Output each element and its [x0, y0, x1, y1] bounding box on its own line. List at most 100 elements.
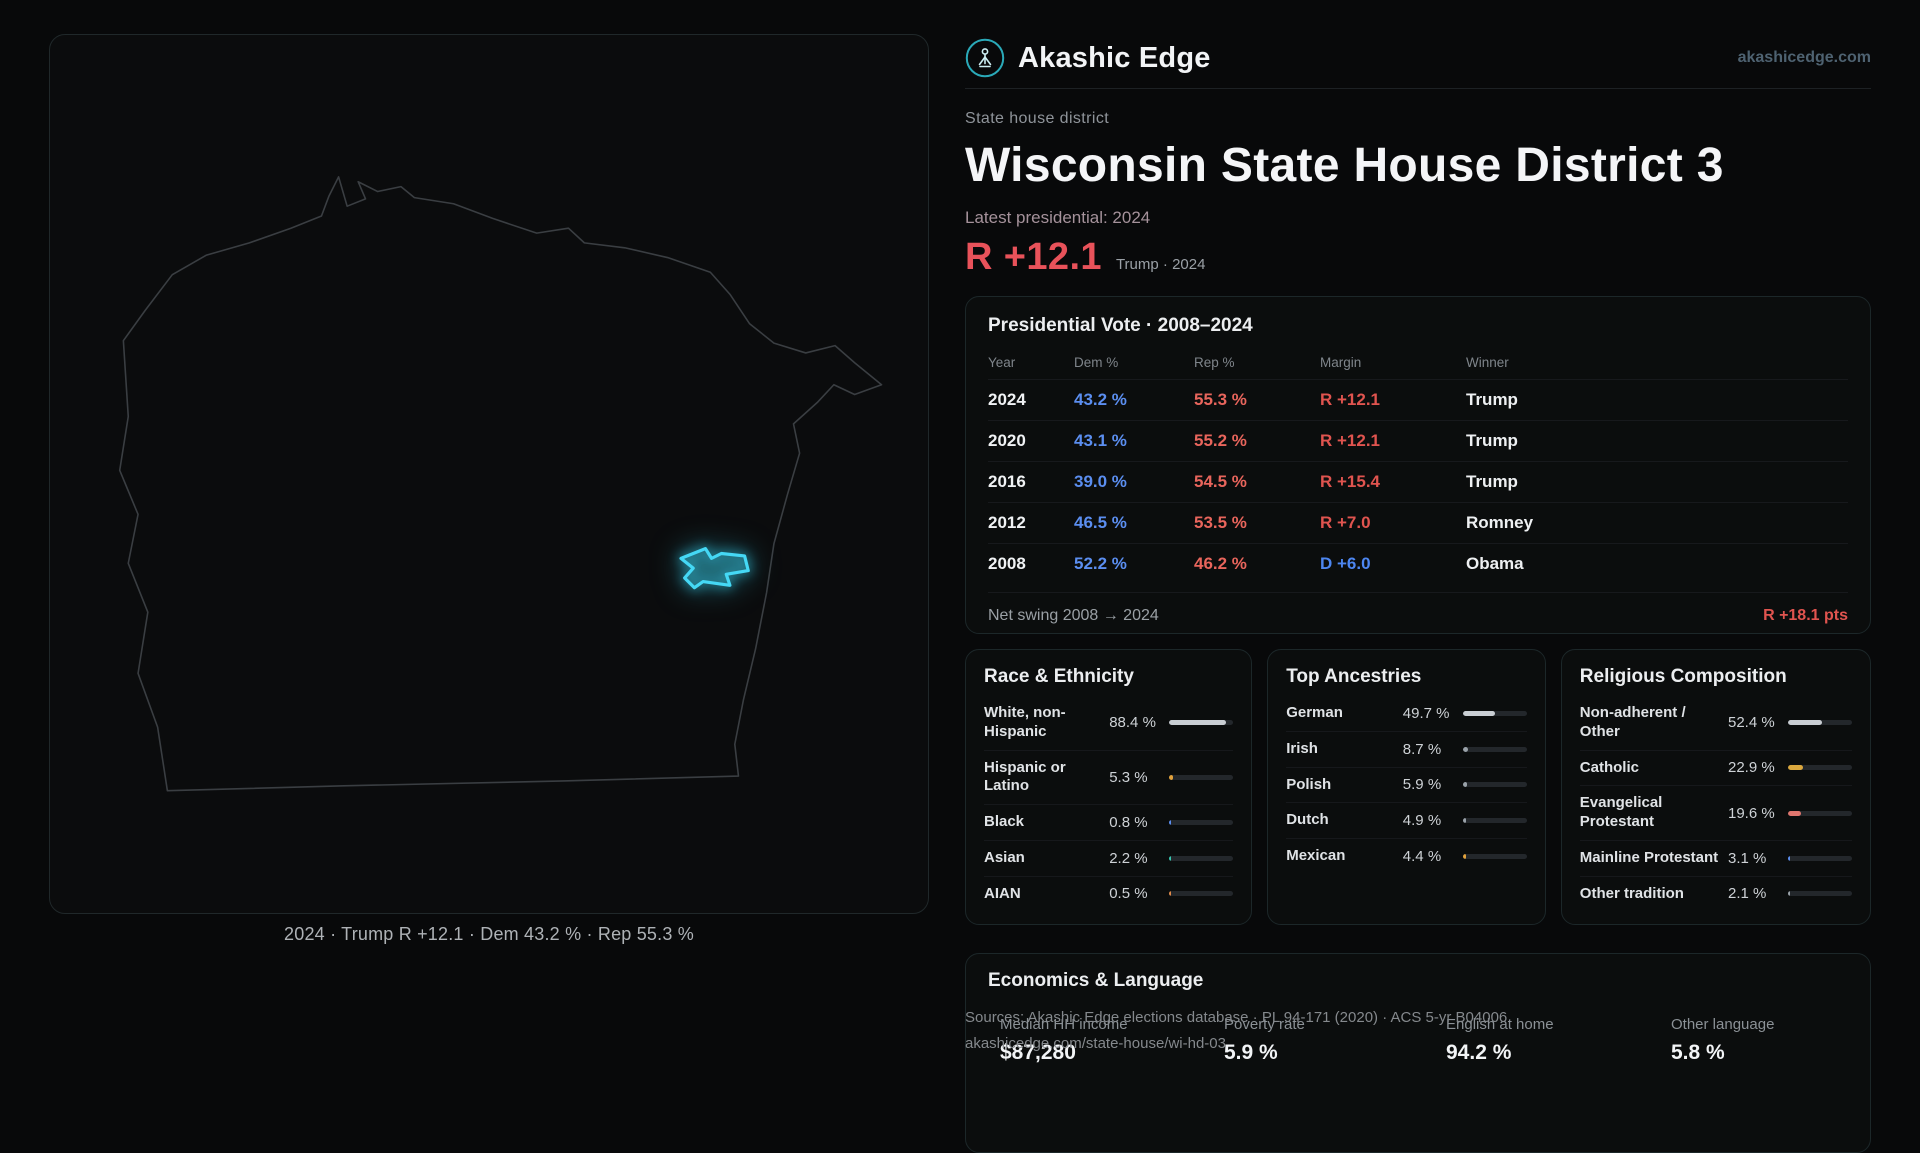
pres-row-margin: R +12.1: [1320, 420, 1466, 461]
pres-row-rep: 54.5 %: [1194, 461, 1320, 502]
religion-row-label: Non-adherent / Other: [1579, 704, 1686, 740]
race-row-label: Black: [984, 813, 1025, 830]
akashic-edge-logo-icon: [965, 38, 1005, 78]
bar-track: [1462, 782, 1527, 788]
ancestries-card-title: Top Ancestries: [1286, 666, 1422, 687]
race-row: Asian 2.2 %: [984, 841, 1234, 877]
bar-track: [1169, 720, 1234, 726]
margin-headline: R +12.1: [965, 236, 1102, 278]
race-row: Black 0.8 %: [984, 805, 1234, 841]
pres-row-margin: R +12.1: [1320, 379, 1466, 420]
app-header: Akashic Edge akashicedge.com: [965, 32, 1871, 84]
presidential-vote-card: Presidential Vote · 2008–2024 Year Dem %…: [965, 296, 1871, 634]
col-header-margin: Margin: [1320, 355, 1362, 370]
bar-track: [1462, 710, 1527, 716]
ancestry-row-label: Polish: [1286, 775, 1332, 793]
stat-label: Poverty rate: [1224, 1016, 1305, 1033]
brand-title: Akashic Edge: [1018, 41, 1211, 74]
bar-track: [1169, 891, 1234, 897]
col-header-rep: Rep %: [1194, 355, 1235, 370]
race-row-value: 0.5 %: [1109, 885, 1148, 903]
ancestry-row: Irish 8.7 %: [1286, 732, 1527, 768]
pres-row-rep: 53.5 %: [1194, 502, 1320, 543]
top-ancestries-card: Top Ancestries German 49.7 % Irish 8.7 %…: [1267, 649, 1546, 925]
net-swing-label: Net swing 2008 → 2024: [988, 607, 1159, 624]
bar-fill: [1462, 818, 1466, 824]
race-row-label: White, non-Hispanic: [984, 704, 1066, 740]
bar-track: [1787, 810, 1852, 816]
district-map-panel: [49, 34, 929, 914]
religion-row-label: Mainline Protestant: [1579, 848, 1719, 866]
page-footer: Sources: Akashic Edge elections database…: [965, 1005, 1507, 1057]
bar-fill: [1787, 855, 1790, 861]
bar-fill: [1169, 774, 1173, 780]
header-divider: [965, 88, 1871, 89]
religion-row: Other tradition 2.1 %: [1580, 877, 1852, 912]
race-row-label: Hispanic or Latino: [984, 758, 1066, 795]
race-row-label: Asian: [984, 848, 1025, 866]
stat-value: 94.2 %: [1446, 1041, 1512, 1064]
bar-fill: [1462, 853, 1466, 859]
stat-value: 5.8 %: [1671, 1041, 1725, 1064]
pres-row-dem: 52.2 %: [1074, 543, 1194, 584]
bar-track: [1169, 819, 1234, 825]
race-ethnicity-card: Race & Ethnicity White, non-Hispanic 88.…: [965, 649, 1253, 925]
stat-poverty-rate: Poverty rate 5.9 %: [1224, 1016, 1446, 1065]
economics-stats: Median HH income $87,280 Poverty rate 5.…: [988, 1016, 1848, 1065]
race-row: White, non-Hispanic 88.4 %: [984, 696, 1234, 751]
bar-track: [1787, 720, 1852, 726]
bar-fill: [1462, 710, 1495, 716]
race-row-value: 0.8 %: [1109, 813, 1148, 831]
page: 2024 · Trump R +12.1 · Dem 43.2 % · Rep …: [49, 32, 1871, 1153]
net-swing-row: Net swing 2008 → 2024 R +18.1 pts: [988, 592, 1848, 625]
religious-composition-card: Religious Composition Non-adherent / Oth…: [1560, 649, 1871, 925]
pres-row-year: 2020: [988, 420, 1074, 461]
page-title: Wisconsin State House District 3: [965, 139, 1724, 192]
presidential-card-title: Presidential Vote · 2008–2024: [988, 315, 1253, 336]
bar-fill: [1787, 720, 1822, 726]
bar-track: [1787, 765, 1852, 771]
ancestry-row-value: 8.7 %: [1402, 740, 1442, 758]
bar-fill: [1787, 891, 1790, 897]
religion-row-label: Catholic: [1579, 758, 1639, 776]
ancestry-row-label: Dutch: [1286, 811, 1329, 829]
pres-row-year: 2024: [988, 379, 1074, 420]
economics-card-title: Economics & Language: [988, 970, 1204, 991]
presidential-table: Year Dem % Rep % Margin Winner 2024 43.2…: [988, 347, 1848, 584]
bar-track: [1169, 774, 1234, 780]
pres-row-margin: D +6.0: [1320, 543, 1466, 584]
site-link[interactable]: akashicedge.com: [1737, 49, 1871, 66]
religion-row-value: 2.1 %: [1727, 885, 1767, 903]
district-3-shape[interactable]: [679, 547, 750, 590]
permalink[interactable]: akashicedge.com/state-house/wi-hd-03: [965, 1035, 1226, 1052]
race-card-title: Race & Ethnicity: [984, 666, 1134, 687]
wisconsin-outline: [118, 176, 883, 792]
pres-row-winner: Trump: [1466, 420, 1848, 461]
bar-track: [1169, 855, 1234, 861]
religion-row-label: Evangelical Protestant: [1579, 794, 1663, 830]
pres-row-dem: 43.1 %: [1074, 420, 1194, 461]
bar-fill: [1462, 746, 1469, 752]
ancestry-row-value: 5.9 %: [1402, 776, 1442, 794]
col-header-winner: Winner: [1466, 355, 1509, 370]
demographics-row: Race & Ethnicity White, non-Hispanic 88.…: [965, 649, 1871, 925]
religion-row: Evangelical Protestant 19.6 %: [1579, 786, 1852, 841]
bar-track: [1462, 853, 1527, 859]
religion-row-value: 3.1 %: [1727, 849, 1767, 867]
religion-row-value: 52.4 %: [1727, 714, 1775, 732]
pres-row-dem: 46.5 %: [1074, 502, 1194, 543]
pres-row-rep: 46.2 %: [1194, 543, 1320, 584]
bar-fill: [1169, 720, 1226, 726]
stat-label: Median HH income: [1000, 1016, 1128, 1033]
pres-row-year: 2008: [988, 543, 1074, 584]
pres-row-rep: 55.3 %: [1194, 379, 1320, 420]
ancestry-row-label: Mexican: [1286, 847, 1346, 864]
pres-row-winner: Trump: [1466, 461, 1848, 502]
race-row: AIAN 0.5 %: [984, 877, 1234, 912]
bar-track: [1462, 818, 1527, 824]
race-row-value: 2.2 %: [1109, 849, 1148, 867]
race-row: Hispanic or Latino 5.3 %: [984, 751, 1234, 805]
bar-track: [1787, 855, 1852, 861]
bar-track: [1787, 891, 1852, 897]
ancestry-row: German 49.7 %: [1286, 696, 1527, 732]
